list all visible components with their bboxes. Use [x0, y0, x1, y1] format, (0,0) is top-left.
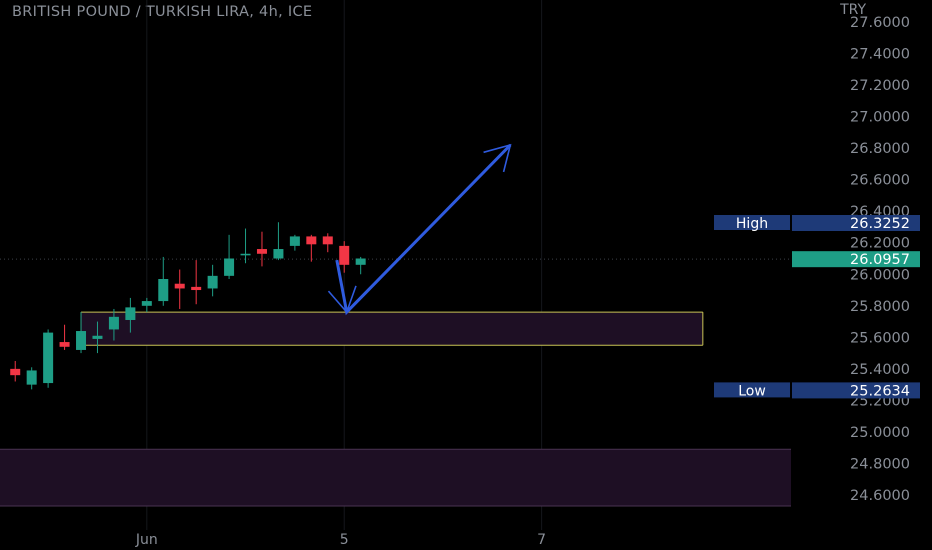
x-axis: Jun 5 7 — [135, 532, 546, 548]
high-label-value-box — [792, 214, 920, 231]
zone-box — [0, 449, 791, 507]
candle-body — [207, 275, 218, 289]
candle-body — [92, 335, 103, 339]
candle[interactable] — [355, 256, 366, 275]
arrow-head-bottom — [327, 285, 357, 314]
candle-body — [141, 301, 152, 306]
high-label-name: High — [736, 216, 768, 232]
candle[interactable] — [158, 256, 169, 306]
y-tick-label: 24.6000 — [850, 488, 910, 504]
candle[interactable] — [108, 308, 119, 341]
candle-body — [59, 342, 70, 347]
candle[interactable] — [306, 234, 317, 262]
candle-body — [158, 278, 169, 302]
y-axis: 27.6000 27.4000 27.2000 27.0000 26.8000 26.60… — [850, 15, 910, 504]
candle-body — [240, 253, 251, 256]
candle-body — [10, 368, 21, 376]
candle[interactable] — [256, 231, 267, 267]
candle[interactable] — [76, 312, 87, 354]
candle-body — [174, 283, 185, 289]
y-tick-label: 25.8000 — [850, 299, 910, 315]
candle[interactable] — [43, 329, 54, 388]
candle-body — [125, 307, 136, 320]
arrow-head-top — [483, 143, 512, 173]
price-labels: High 26.3252 Low 25.2634 26.0957 — [714, 214, 920, 399]
low-label-value: 25.2634 — [850, 383, 910, 399]
y-tick-label: 26.0000 — [850, 267, 910, 283]
candle[interactable] — [224, 234, 235, 279]
zone-box — [81, 312, 703, 346]
zones — [0, 311, 791, 507]
y-tick-label: 26.6000 — [850, 173, 910, 189]
candle[interactable] — [92, 321, 103, 354]
candle[interactable] — [289, 234, 300, 251]
candle-body — [273, 249, 284, 259]
x-tick-label: 7 — [537, 532, 546, 548]
candle[interactable] — [191, 260, 202, 305]
y-tick-label: 26.2000 — [850, 236, 910, 252]
candle-body — [108, 316, 119, 330]
candle[interactable] — [10, 360, 21, 382]
high-label-value: 26.3252 — [850, 216, 910, 232]
y-tick-label: 25.6000 — [850, 330, 910, 346]
candle[interactable] — [141, 297, 152, 313]
candle-body — [26, 370, 37, 385]
candle-body — [224, 258, 235, 276]
y-tick-label: 27.4000 — [850, 47, 910, 63]
candle[interactable] — [174, 269, 185, 309]
candle-body — [289, 236, 300, 246]
forecast-arrow — [327, 143, 512, 316]
arrow-line — [335, 143, 512, 316]
candle[interactable] — [339, 241, 350, 273]
low-label-value-box — [792, 382, 920, 399]
candle-body — [43, 332, 54, 384]
low-label-name: Low — [738, 383, 766, 399]
candle[interactable] — [273, 222, 284, 261]
candle[interactable] — [207, 264, 218, 297]
low-label-name-box — [714, 382, 790, 398]
y-tick-label: 26.8000 — [850, 141, 910, 157]
high-label-name-box — [714, 214, 790, 230]
candle[interactable] — [59, 324, 70, 350]
candle-body — [191, 286, 202, 291]
candle-body — [339, 245, 350, 265]
candle-body — [76, 331, 87, 350]
last-price-label-value-box — [792, 251, 920, 268]
y-tick-label: 25.0000 — [850, 425, 910, 441]
candle[interactable] — [125, 297, 136, 333]
candles — [10, 222, 366, 390]
candle[interactable] — [322, 233, 333, 253]
last-price-label-value: 26.0957 — [850, 252, 910, 268]
y-tick-label: 27.6000 — [850, 15, 910, 31]
x-tick-label: Jun — [135, 532, 158, 548]
candle-body — [322, 236, 333, 245]
y-tick-label: 27.2000 — [850, 78, 910, 94]
candle-body — [355, 258, 366, 265]
candle[interactable] — [240, 228, 251, 264]
y-tick-label: 27.0000 — [850, 110, 910, 126]
y-tick-label: 24.8000 — [850, 456, 910, 472]
candle-body — [306, 236, 317, 245]
currency-label: TRY — [840, 2, 866, 18]
y-tick-label: 25.4000 — [850, 362, 910, 378]
x-tick-label: 5 — [340, 532, 349, 548]
candle-body — [256, 249, 267, 254]
candle[interactable] — [26, 367, 37, 390]
chart-title: BRITISH POUND / TURKISH LIRA, 4h, ICE — [12, 4, 313, 20]
